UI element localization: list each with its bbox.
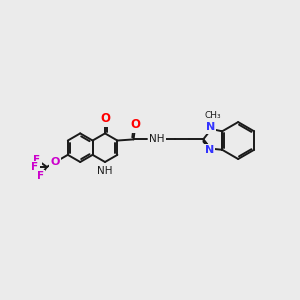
Text: F: F — [31, 162, 38, 172]
Text: N: N — [205, 145, 214, 155]
Text: F: F — [37, 171, 44, 182]
Text: O: O — [100, 112, 110, 125]
Text: F: F — [33, 154, 40, 165]
Text: NH: NH — [97, 166, 113, 176]
Text: O: O — [50, 157, 60, 167]
Text: N: N — [206, 122, 215, 132]
Text: CH₃: CH₃ — [205, 111, 221, 120]
Text: NH: NH — [149, 134, 164, 144]
Text: O: O — [130, 118, 140, 131]
